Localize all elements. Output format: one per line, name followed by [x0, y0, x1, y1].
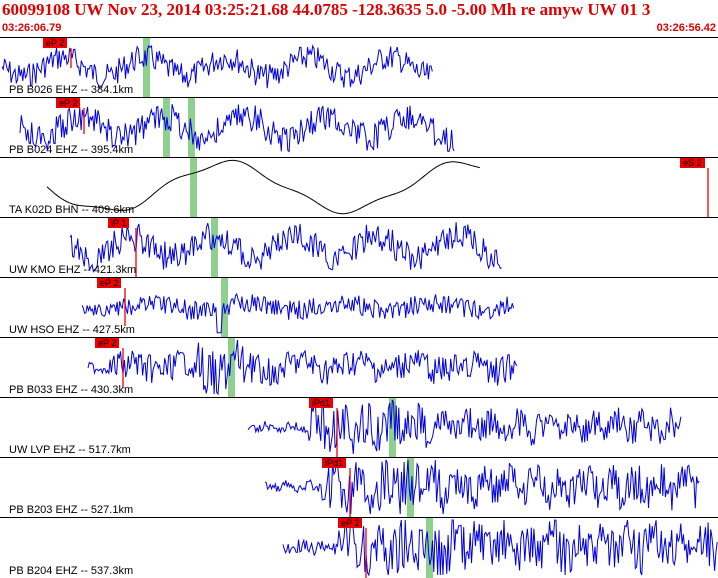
phase-marker [163, 98, 170, 157]
channel-label: UW KMO EHZ -- 421.3km [9, 264, 137, 276]
phase-pick-label[interactable]: eS 2 [680, 158, 705, 168]
phase-pick-label[interactable]: eP 2 [97, 278, 122, 288]
end-time: 03:26:56.42 [656, 22, 716, 34]
channel-panel[interactable]: eP 2 PB B024 EHZ -- 395.4km [0, 97, 718, 157]
channel-panel[interactable]: eS 2 TA K02D BHN -- 409.6km [0, 157, 718, 217]
waveform-plot [87, 338, 518, 397]
phase-pick-label[interactable]: iPd1 [309, 398, 334, 408]
channel-panel[interactable]: iPd1 PB B203 EHZ -- 527.1km [0, 457, 718, 517]
phase-marker [143, 38, 150, 97]
waveform-trace [87, 339, 518, 396]
waveform-plot [81, 278, 515, 337]
waveform-trace [81, 292, 515, 334]
channel-label: PB B204 EHZ -- 537.3km [9, 565, 134, 577]
phase-pick-label[interactable]: eP 2 [43, 38, 68, 48]
channel-label: PB B026 EHZ -- 384.1km [9, 84, 134, 96]
header-bar: 60099108 UW Nov 23, 2014 03:25:21.68 44.… [0, 0, 718, 36]
channel-panel[interactable]: eP 2 UW HSO EHZ -- 427.5km [0, 277, 718, 337]
waveform-plot [46, 158, 709, 217]
channel-panel[interactable]: eP 2 PB B033 EHZ -- 430.3km [0, 337, 718, 397]
waveform-trace [282, 519, 718, 577]
phase-pick-label[interactable]: eP 2 [95, 338, 120, 348]
phase-marker [389, 398, 396, 457]
channel-panel[interactable]: eP 2 PB B026 EHZ -- 384.1km [0, 37, 718, 97]
waveform-trace [69, 222, 502, 273]
waveform-trace [247, 399, 682, 454]
phase-marker [228, 338, 235, 397]
channel-label: PB B033 EHZ -- 430.3km [9, 384, 134, 396]
start-time: 03:26:06.79 [2, 22, 62, 34]
channel-label: TA K02D BHN -- 409.6km [9, 204, 135, 216]
phase-pick-label[interactable]: iP 1 [108, 218, 130, 228]
phase-marker [190, 158, 197, 217]
waveform-trace [46, 159, 481, 215]
waveform-plot [247, 398, 682, 457]
channel-label: PB B203 EHZ -- 527.1km [9, 504, 134, 516]
waveform-trace [19, 104, 455, 153]
channel-label: UW HSO EHZ -- 427.5km [9, 324, 135, 336]
waveform-trace [264, 459, 700, 515]
waveform-trace [1, 44, 433, 89]
phase-marker [426, 518, 433, 578]
waveform-plot [19, 98, 455, 157]
phase-marker [407, 458, 414, 517]
channel-label: UW LVP EHZ -- 517.7km [9, 444, 131, 456]
channel-label: PB B024 EHZ -- 395.4km [9, 144, 134, 156]
phase-pick-label[interactable]: eP 2 [56, 98, 81, 108]
channel-panel[interactable]: iP 1 UW KMO EHZ -- 421.3km [0, 217, 718, 277]
channel-panel[interactable]: iPd1 UW LVP EHZ -- 517.7km [0, 397, 718, 457]
event-title: 60099108 UW Nov 23, 2014 03:25:21.68 44.… [2, 0, 651, 19]
channel-panel[interactable]: eP 2 PB B204 EHZ -- 537.3km [0, 517, 718, 578]
phase-pick-label[interactable]: iPd1 [322, 458, 347, 468]
phase-pick-label[interactable]: eP 2 [338, 518, 363, 528]
waveform-plot [1, 38, 433, 97]
waveform-plot [282, 518, 718, 578]
waveform-plot [69, 218, 502, 277]
